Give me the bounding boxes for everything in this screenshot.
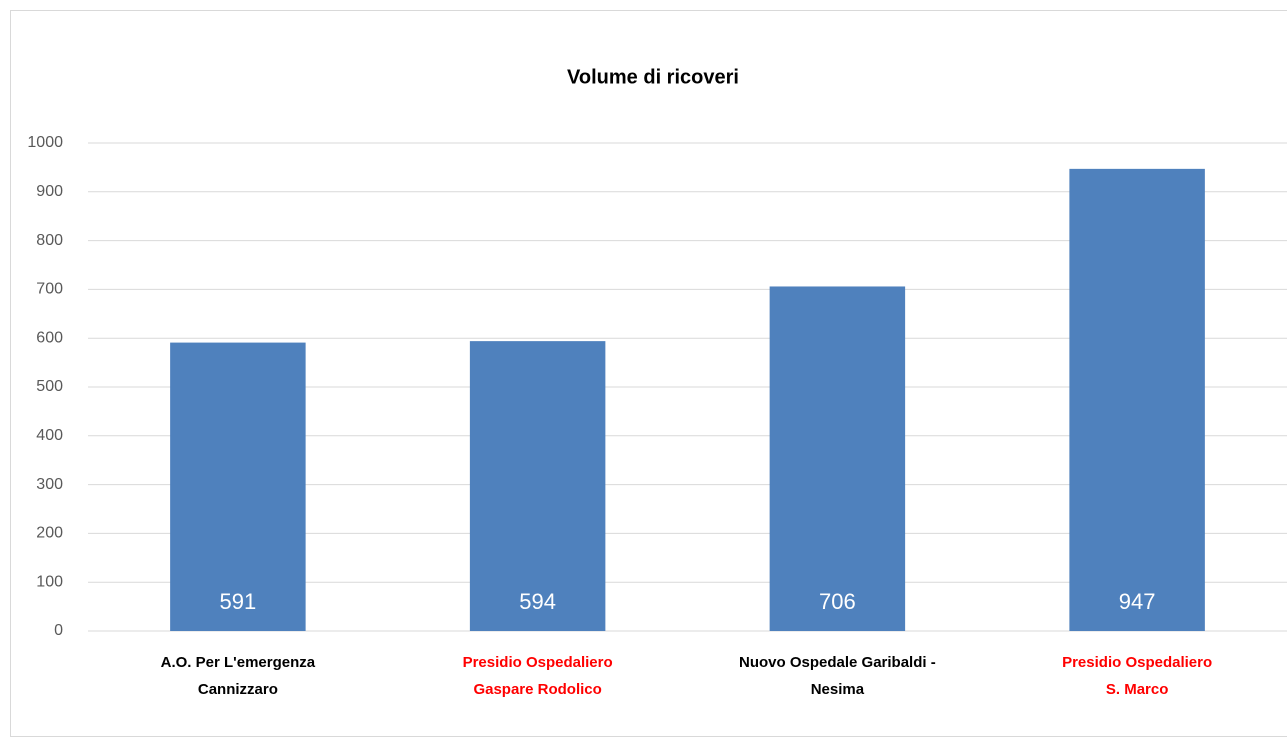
x-tick-label: Presidio Ospedaliero [463, 654, 613, 671]
y-tick-label: 900 [36, 183, 63, 200]
y-tick-label: 600 [36, 329, 63, 346]
y-tick-label: 1000 [27, 134, 63, 151]
x-tick-label: Cannizzaro [198, 681, 278, 698]
y-tick-label: 100 [36, 573, 63, 590]
y-tick-label: 200 [36, 525, 63, 542]
y-tick-label: 500 [36, 378, 63, 395]
value-label: 591 [220, 589, 257, 614]
x-tick-label: Presidio Ospedaliero [1062, 654, 1212, 671]
value-label: 706 [819, 589, 856, 614]
x-tick-label: Gaspare Rodolico [473, 681, 601, 698]
x-tick-label: Nesima [811, 681, 865, 698]
x-tick-label: A.O. Per L'emergenza [161, 654, 316, 671]
x-tick-label: S. Marco [1106, 681, 1169, 698]
y-tick-label: 300 [36, 476, 63, 493]
bar [469, 341, 606, 631]
bar [170, 342, 306, 631]
x-tick-label: Nuovo Ospedale Garibaldi - [739, 654, 936, 671]
y-tick-label: 400 [36, 427, 63, 444]
y-tick-label: 800 [36, 232, 63, 249]
y-tick-label: 0 [54, 622, 63, 639]
value-label: 947 [1119, 589, 1156, 614]
bar [1069, 168, 1205, 631]
y-tick-label: 700 [36, 281, 63, 298]
bar [769, 286, 906, 631]
chart-title: Volume di ricoveri [567, 66, 739, 88]
value-label: 594 [519, 589, 556, 614]
